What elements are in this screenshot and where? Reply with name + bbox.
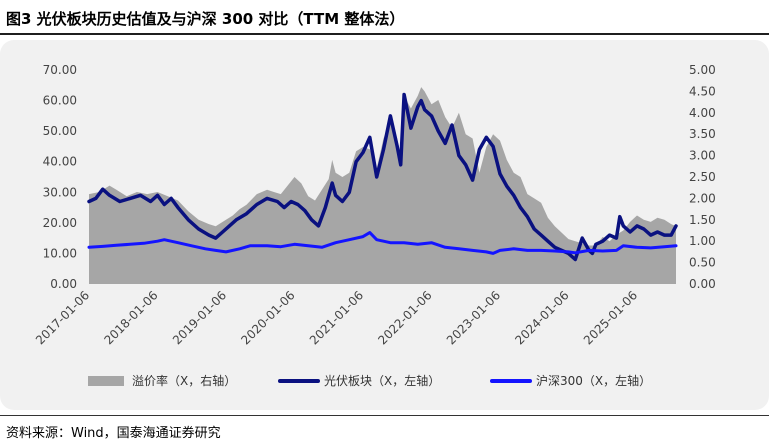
right-tick-label: 1.00 [689, 234, 716, 248]
pv-sector-line [87, 92, 678, 262]
pe-comparison-chart: 0.0010.0020.0030.0040.0050.0060.0070.00 … [33, 63, 716, 388]
hs300-line [87, 231, 678, 255]
right-tick-label: 4.00 [689, 106, 716, 120]
left-tick-label: 60.00 [43, 94, 77, 108]
x-tick-label: 2017-01-06 [33, 288, 92, 347]
x-tick-label: 2023-01-06 [444, 288, 503, 347]
right-tick-label: 2.00 [689, 191, 716, 205]
x-tick-label: 2022-01-06 [375, 288, 434, 347]
right-tick-label: 1.50 [689, 213, 716, 227]
source-divider [0, 415, 769, 416]
left-tick-label: 40.00 [43, 155, 77, 169]
right-tick-label: 0.50 [689, 256, 716, 270]
right-tick-label: 4.50 [689, 84, 716, 98]
x-tick-label: 2019-01-06 [170, 288, 229, 347]
right-tick-label: 5.00 [689, 63, 716, 77]
left-tick-label: 20.00 [43, 216, 77, 230]
legend-hs300-label: 沪深300（X，左轴） [536, 373, 651, 388]
right-tick-label: 3.00 [689, 149, 716, 163]
left-axis: 0.00 10.00 20.00 30.00 40.00 50.00 60.00 70.00 [43, 63, 77, 291]
figure-title: 图3 光伏板块历史估值及与沪深 300 对比（TTM 整体法） [6, 10, 405, 28]
legend-premium-label: 溢价率（X，右轴） [132, 373, 236, 388]
x-tick-label: 2021-01-06 [307, 288, 366, 347]
left-tick-label: 0.00 [50, 277, 77, 291]
premium-area [89, 87, 676, 284]
right-tick-label: 3.50 [689, 127, 716, 141]
plot-area [87, 87, 678, 284]
right-tick-label: 0.00 [689, 277, 716, 291]
x-axis: 2017-01-06 2018-01-06 2019-01-06 2020-01-06… [33, 288, 640, 347]
x-tick-label: 2025-01-06 [581, 288, 640, 347]
left-tick-label: 70.00 [43, 63, 77, 77]
legend-pv-sector-label: 光伏板块（X，左轴） [324, 373, 440, 388]
x-tick-label: 2018-01-06 [101, 288, 160, 347]
x-tick-label: 2024-01-06 [512, 288, 571, 347]
legend: 溢价率（X，右轴） 光伏板块（X，左轴） 沪深300（X，左轴） [88, 373, 651, 388]
title-divider [0, 33, 769, 35]
left-tick-label: 50.00 [43, 124, 77, 138]
left-tick-label: 30.00 [43, 185, 77, 199]
right-tick-label: 2.50 [689, 170, 716, 184]
left-tick-label: 10.00 [43, 246, 77, 260]
source-note: 资料来源：Wind，国泰海通证券研究 [6, 426, 221, 441]
legend-premium-swatch [88, 376, 124, 386]
x-tick-label: 2020-01-06 [238, 288, 297, 347]
right-axis: 0.00 0.50 1.00 1.50 2.00 2.50 3.00 3.50 4.00 4.50… [689, 63, 716, 291]
